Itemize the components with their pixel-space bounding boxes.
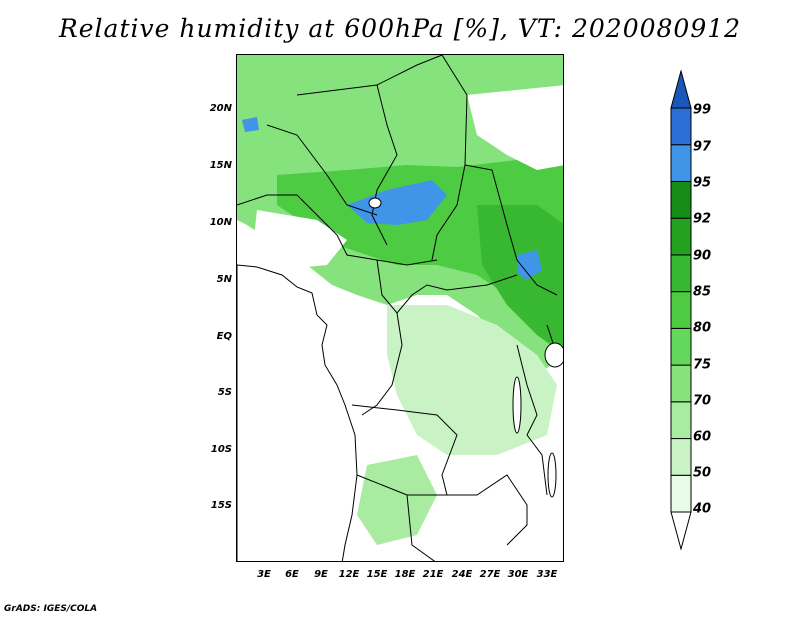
colorbar-segment-3 <box>670 401 692 440</box>
colorbar-label-97: 97 <box>693 139 712 155</box>
lat-label-20n: 20N <box>209 103 232 114</box>
colorbar-segment-0 <box>670 511 692 550</box>
colorbar-label-70: 70 <box>693 393 712 409</box>
lat-label-15s: 15S <box>210 500 232 511</box>
colorbar-segment-4 <box>670 364 692 403</box>
colorbar-label-95: 95 <box>693 175 712 191</box>
humidity-fields <box>237 55 563 545</box>
colorbar-label-90: 90 <box>693 248 712 264</box>
lake-malawi <box>547 452 557 498</box>
lakes <box>368 197 563 498</box>
moisture-max-northwest <box>242 117 259 132</box>
humidity-map <box>237 55 563 561</box>
colorbar-label-40: 40 <box>693 501 712 517</box>
colorbar-segment-8 <box>670 217 692 256</box>
lake-victoria <box>544 342 563 368</box>
lon-label-3e: 3E <box>257 569 271 580</box>
lake-chad <box>368 197 382 209</box>
lon-label-15e: 15E <box>366 569 388 580</box>
lat-label-eq: EQ <box>216 331 232 342</box>
lon-label-12e: 12E <box>338 569 360 580</box>
lat-label-5s: 5S <box>217 387 232 398</box>
colorbar-label-80: 80 <box>693 320 712 336</box>
dry-patch-west <box>252 210 347 270</box>
colorbar-label-75: 75 <box>693 357 712 373</box>
country-borders <box>237 55 563 561</box>
colorbar-segment-7 <box>670 254 692 293</box>
colorbar-segment-11 <box>670 107 692 146</box>
colorbar-segment-12 <box>670 70 692 109</box>
colorbar-label-85: 85 <box>693 284 712 300</box>
lat-label-5n: 5N <box>216 274 232 285</box>
lon-label-18e: 18E <box>394 569 416 580</box>
humidity-field-southwest <box>357 455 437 545</box>
colorbar-segment-9 <box>670 180 692 219</box>
colorbar-label-92: 92 <box>693 211 712 227</box>
colorbar-segment-10 <box>670 144 692 182</box>
lat-label-10s: 10S <box>210 444 232 455</box>
chart-title: Relative humidity at 600hPa [%], VT: 202… <box>58 14 742 43</box>
humidity-field-east <box>477 205 563 354</box>
dry-patch-north <box>467 85 563 170</box>
lon-label-33e: 33E <box>536 569 558 580</box>
software-credit: GrADS: IGES/COLA <box>4 604 98 614</box>
lon-label-27e: 27E <box>479 569 501 580</box>
colorbar <box>670 70 692 550</box>
colorbar-segment-2 <box>670 438 692 476</box>
colorbar-label-60: 60 <box>693 429 712 445</box>
colorbar-label-99: 99 <box>693 102 712 118</box>
colorbar-segment-1 <box>670 474 692 513</box>
moisture-max-east <box>517 250 542 280</box>
lon-label-9e: 9E <box>314 569 328 580</box>
lat-label-15n: 15N <box>209 160 232 171</box>
colorbar-segment-6 <box>670 291 692 329</box>
lon-label-24e: 24E <box>451 569 473 580</box>
lake-tanganyika <box>512 376 522 434</box>
lat-label-10n: 10N <box>209 217 232 228</box>
colorbar-label-50: 50 <box>693 465 712 481</box>
atlantic-ocean <box>237 264 358 561</box>
colorbar-segment-5 <box>670 327 692 366</box>
map-panel <box>236 54 564 562</box>
lon-label-30e: 30E <box>507 569 529 580</box>
lon-label-21e: 21E <box>422 569 444 580</box>
lon-label-6e: 6E <box>285 569 299 580</box>
